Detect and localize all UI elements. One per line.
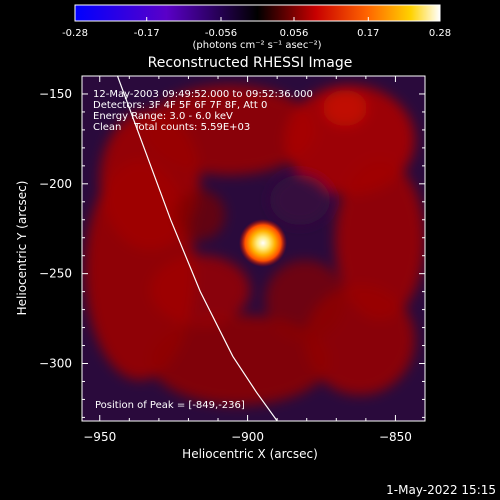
y-axis-label: Heliocentric Y (arcsec) xyxy=(15,181,29,316)
x-tick-label: −850 xyxy=(379,430,412,444)
heatmap-image xyxy=(82,76,425,421)
y-axis-ticks xyxy=(82,75,425,418)
colorbar-tick-label: 0.28 xyxy=(429,28,451,39)
detectors-text: Detectors: 3F 4F 5F 6F 7F 8F, Att 0 xyxy=(93,100,267,111)
y-tick-label: −300 xyxy=(39,357,72,371)
y-tick-label: −200 xyxy=(39,177,72,191)
footer-timestamp: 1-May-2022 15:15 xyxy=(386,483,496,497)
x-tick-label: −950 xyxy=(83,430,116,444)
energy-range-text: Energy Range: 3.0 - 6.0 keV xyxy=(93,111,233,122)
x-tick-label: −900 xyxy=(231,430,264,444)
time-range-text: 12-May-2003 09:49:52.000 to 09:52:36.000 xyxy=(93,89,313,100)
colorbar-tick-label: -0.28 xyxy=(62,28,88,39)
emission-blobs xyxy=(85,85,425,405)
colorbar-tick-label: 0.056 xyxy=(280,28,309,39)
colorbar xyxy=(74,4,441,22)
y-axis-tick-labels: −150 −200 −250 −300 xyxy=(39,87,72,371)
colorbar-tick-label: 0.17 xyxy=(357,28,379,39)
peak-position-text: Position of Peak = [-849,-236] xyxy=(95,400,245,411)
colorbar-units: (photons cm⁻² s⁻¹ asec⁻²) xyxy=(192,40,321,51)
y-tick-label: −250 xyxy=(39,267,72,281)
plot-frame xyxy=(81,75,426,422)
chart-title: Reconstructed RHESSI Image xyxy=(148,55,353,71)
colorbar-tick-labels: -0.28 -0.17 -0.056 0.056 0.17 0.28 xyxy=(62,28,451,39)
peak-source xyxy=(239,219,287,267)
colorbar-tick-label: -0.17 xyxy=(134,28,160,39)
y-tick-label: −150 xyxy=(39,87,72,101)
clean-counts-text: Clean Total counts: 5.59E+03 xyxy=(93,122,250,133)
solar-limb-curve xyxy=(116,76,278,421)
colorbar-tick-label: -0.056 xyxy=(205,28,237,39)
x-axis-tick-labels: −950−900−850−800 xyxy=(83,430,412,444)
x-axis-label: Heliocentric X (arcsec) xyxy=(182,447,318,461)
colorbar-ticks xyxy=(74,17,441,21)
